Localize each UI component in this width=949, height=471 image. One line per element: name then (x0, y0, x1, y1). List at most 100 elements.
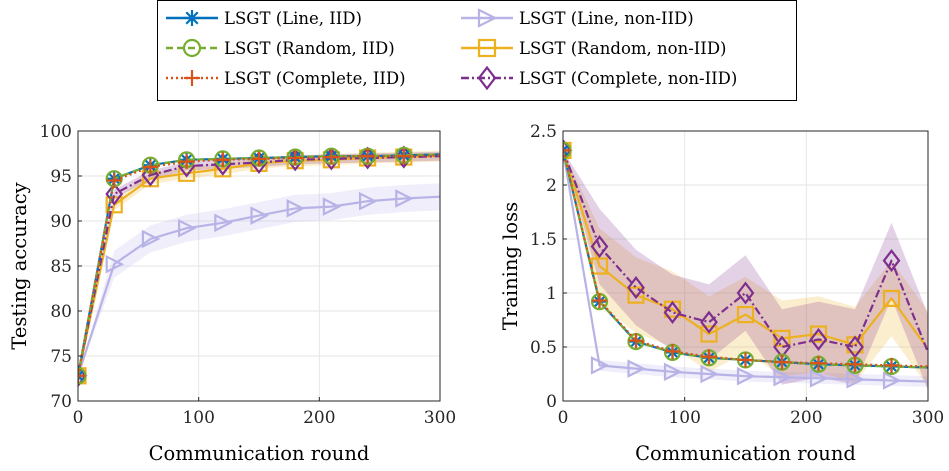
data-point-diamond-icon (105, 182, 124, 206)
data-point-plus-icon (628, 333, 644, 349)
data-point-diamond-icon (663, 300, 682, 324)
series-line (563, 150, 928, 350)
y-axis-label: Testing accuracy (8, 182, 31, 349)
data-point-diamond-icon (809, 327, 828, 351)
legend: LSGT (Line, IID) LSGT (Line, non-IID) LSGT… (157, 0, 797, 101)
y-tick-label: 70 (50, 392, 72, 412)
legend-label: LSGT (Random, IID) (224, 39, 395, 58)
data-point-diamond-icon (78, 364, 87, 388)
legend-entry-lsgt-complete-non-iid: LSGT (Complete, non-IID) (461, 65, 737, 91)
data-point-triangle-right-icon (773, 367, 792, 387)
data-point-plus-icon (106, 173, 122, 188)
series-layer (563, 138, 928, 391)
data-point-triangle-right-icon (250, 206, 269, 225)
y-tick-label: 85 (50, 257, 72, 277)
x-tick-label: 200 (303, 408, 335, 428)
legend-label: LSGT (Line, IID) (224, 9, 362, 28)
legend-marker-asterisk-icon (184, 10, 200, 26)
legend-entry-lsgt-random-iid: LSGT (Random, IID) (166, 38, 395, 58)
y-tick-label: 100 (40, 122, 72, 142)
data-point-diamond-icon (700, 310, 718, 334)
series-lsgt-line-non-iid (78, 189, 440, 381)
y-tick-label: 80 (50, 302, 72, 322)
data-point-diamond-icon (177, 154, 196, 178)
legend-entry-lsgt-line-non-iid: LSGT (Line, non-IID) (461, 8, 694, 28)
legend-marker-circle-icon (182, 38, 202, 58)
data-point-triangle-right-icon (286, 199, 306, 218)
y-tick-label: 0.5 (530, 338, 557, 358)
y-axis-label: Training loss (499, 202, 522, 330)
y-tick-label: 2 (546, 176, 557, 196)
y-tick-label: 0 (546, 392, 557, 412)
x-tick-label: 300 (912, 408, 944, 428)
data-point-plus-icon (701, 349, 717, 365)
data-point-diamond-icon (358, 146, 377, 170)
x-axis-label: Communication round (149, 442, 370, 465)
x-tick-label: 300 (424, 408, 456, 428)
data-point-square-icon (809, 325, 828, 343)
data-point-triangle-right-icon (359, 191, 378, 211)
series-line (78, 153, 440, 376)
data-point-plus-icon (251, 151, 267, 167)
chart-testing-accuracy: 0 100 200 300 70 75 80 85 90 95 100 Communication r… (8, 122, 456, 465)
data-point-diamond-icon (882, 249, 901, 273)
data-point-triangle-right-icon (395, 189, 414, 208)
data-point-triangle-right-icon (846, 370, 865, 389)
data-point-plus-icon (323, 149, 339, 165)
series-line (563, 150, 928, 383)
legend-marker-diamond-icon (477, 65, 497, 91)
y-tick-label: 75 (50, 347, 72, 367)
data-point-plus-icon (287, 150, 303, 166)
data-point-plus-icon (396, 148, 412, 164)
data-point-diamond-icon (736, 281, 755, 305)
series-line (563, 150, 928, 353)
y-tick-label: 2.5 (530, 122, 557, 142)
y-tick-label: 90 (50, 212, 72, 232)
data-point-plus-icon (884, 357, 899, 373)
series-line (78, 155, 440, 377)
data-point-plus-icon (592, 293, 607, 309)
x-tick-label: 0 (558, 408, 569, 428)
data-point-plus-icon (215, 152, 231, 168)
data-point-triangle-right-icon (178, 218, 197, 238)
data-point-square-icon (773, 329, 791, 347)
data-point-triangle-right-icon (590, 356, 610, 375)
band-lsgt-line-non-iid (78, 183, 440, 376)
ticks: 0 100 200 300 70 75 80 85 90 95 100 (40, 122, 457, 428)
legend-label: LSGT (Random, non-IID) (519, 39, 727, 58)
data-point-plus-icon (774, 354, 790, 370)
x-tick-label: 0 (73, 408, 84, 428)
data-point-triangle-right-icon (882, 371, 902, 390)
legend-marker-square-icon (477, 38, 497, 58)
data-point-diamond-icon (563, 138, 572, 162)
data-point-square-icon (627, 286, 645, 304)
data-point-plus-icon (665, 343, 680, 359)
data-point-triangle-right-icon (214, 213, 233, 233)
legend-entry-lsgt-line-iid: LSGT (Line, IID) (166, 9, 362, 28)
data-point-plus-icon (811, 355, 826, 371)
y-tick-label: 95 (50, 167, 72, 187)
data-point-plus-icon (563, 142, 571, 158)
series-layer (78, 145, 440, 388)
data-point-plus-icon (738, 352, 753, 368)
data-point-triangle-right-icon (736, 366, 756, 386)
legend-marker-triangle-right-icon (477, 8, 498, 28)
x-axis-label: Communication round (635, 442, 856, 465)
data-point-plus-icon (360, 148, 376, 164)
data-point-plus-icon (179, 154, 195, 170)
band-lsgt-complete-non-iid (563, 150, 928, 391)
data-point-plus-icon (847, 356, 863, 372)
legend-label: LSGT (Line, non-IID) (519, 9, 694, 28)
data-point-plus-icon (142, 159, 158, 175)
y-tick-label: 1.5 (530, 230, 557, 250)
legend-marker-plus-icon (184, 70, 200, 86)
series-lsgt-line-non-iid (563, 145, 928, 390)
data-point-diamond-icon (590, 235, 609, 259)
legend-label: LSGT (Complete, IID) (224, 69, 406, 88)
data-point-plus-icon (78, 368, 86, 384)
data-point-diamond-icon (627, 276, 645, 300)
axes-box (562, 130, 929, 402)
legend-label: LSGT (Complete, non-IID) (519, 69, 737, 88)
data-point-triangle-right-icon (141, 229, 161, 249)
